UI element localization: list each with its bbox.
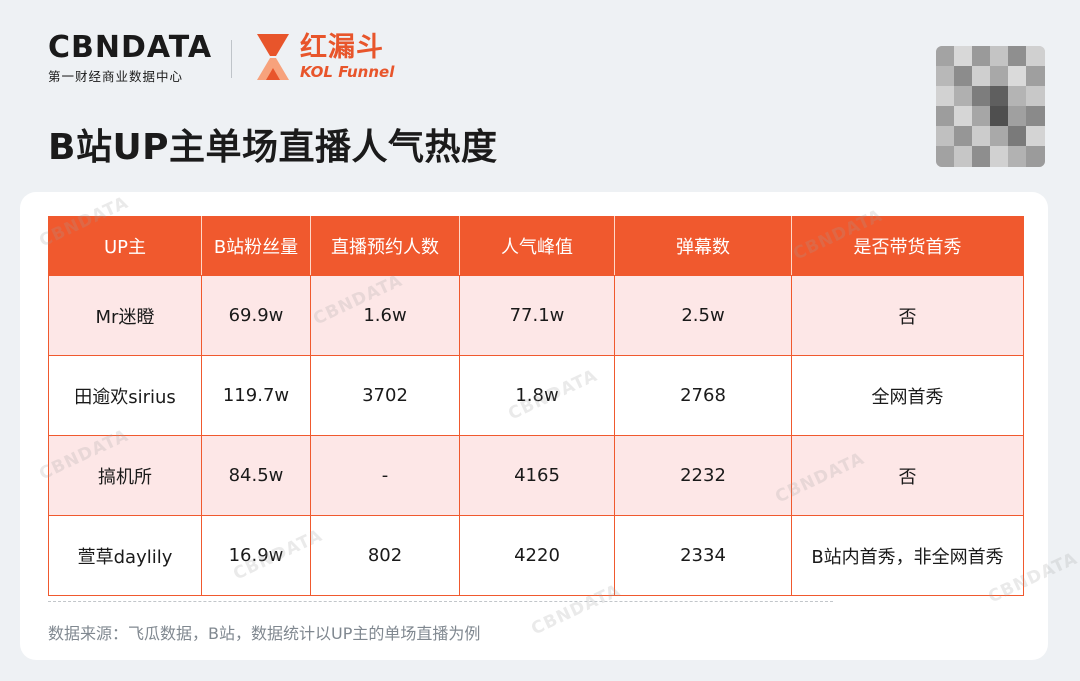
- table-header-row: UP主 B站粉丝量 直播预约人数 人气峰值 弹幕数 是否带货首秀: [48, 216, 1024, 276]
- kol-logo-en: KOL Funnel: [300, 63, 395, 81]
- column-header-danmaku: 弹幕数: [614, 216, 792, 276]
- kol-logo-cn: 红漏斗: [300, 32, 384, 63]
- column-header-up: UP主: [48, 216, 202, 276]
- table-cell: 2334: [614, 515, 792, 596]
- table-cell: -: [310, 435, 460, 516]
- cbndata-logo: CBNDATA 第一财经商业数据中心: [48, 32, 212, 85]
- table-cell: 84.5w: [201, 435, 311, 516]
- table-cell: Mr迷瞪: [48, 275, 202, 356]
- data-table: UP主 B站粉丝量 直播预约人数 人气峰值 弹幕数 是否带货首秀 Mr迷瞪 69…: [48, 216, 1024, 596]
- cbndata-logo-subtitle: 第一财经商业数据中心: [48, 69, 184, 84]
- table-row: 萱草daylily 16.9w 802 4220 2334 B站内首秀，非全网首…: [48, 515, 1024, 596]
- table-cell: 119.7w: [201, 355, 311, 436]
- table-cell: 田逾欢sirius: [48, 355, 202, 436]
- table-cell: 16.9w: [201, 515, 311, 596]
- column-header-reservations: 直播预约人数: [310, 216, 460, 276]
- page-title: B站UP主单场直播人气热度: [48, 127, 498, 168]
- table-cell: 搞机所: [48, 435, 202, 516]
- table-cell: 2.5w: [614, 275, 792, 356]
- table-cell: 1.6w: [310, 275, 460, 356]
- table-cell: 77.1w: [459, 275, 615, 356]
- source-divider: [48, 601, 833, 602]
- table-cell: B站内首秀，非全网首秀: [791, 515, 1024, 596]
- qr-code-icon: [936, 46, 1045, 167]
- table-cell: 1.8w: [459, 355, 615, 436]
- funnel-hourglass-icon: [257, 34, 289, 80]
- table-cell: 否: [791, 435, 1024, 516]
- table-cell: 69.9w: [201, 275, 311, 356]
- table-cell: 3702: [310, 355, 460, 436]
- table-cell: 802: [310, 515, 460, 596]
- kol-funnel-logo: 红漏斗 KOL Funnel: [254, 32, 394, 82]
- table-cell: 全网首秀: [791, 355, 1024, 436]
- table-cell: 4165: [459, 435, 615, 516]
- table-cell: 2232: [614, 435, 792, 516]
- table-row: Mr迷瞪 69.9w 1.6w 77.1w 2.5w 否: [48, 275, 1024, 356]
- column-header-fans: B站粉丝量: [201, 216, 311, 276]
- column-header-debut: 是否带货首秀: [791, 216, 1024, 276]
- table-cell: 否: [791, 275, 1024, 356]
- column-header-peak-popularity: 人气峰值: [459, 216, 615, 276]
- table-cell: 萱草daylily: [48, 515, 202, 596]
- source-note: 数据来源：飞瓜数据，B站，数据统计以UP主的单场直播为例: [48, 624, 481, 643]
- cbndata-logo-mark: CBNDATA: [48, 30, 213, 65]
- table-cell: 4220: [459, 515, 615, 596]
- table-cell: 2768: [614, 355, 792, 436]
- table-row: 搞机所 84.5w - 4165 2232 否: [48, 435, 1024, 516]
- logo-divider: [231, 40, 232, 78]
- table-row: 田逾欢sirius 119.7w 3702 1.8w 2768 全网首秀: [48, 355, 1024, 436]
